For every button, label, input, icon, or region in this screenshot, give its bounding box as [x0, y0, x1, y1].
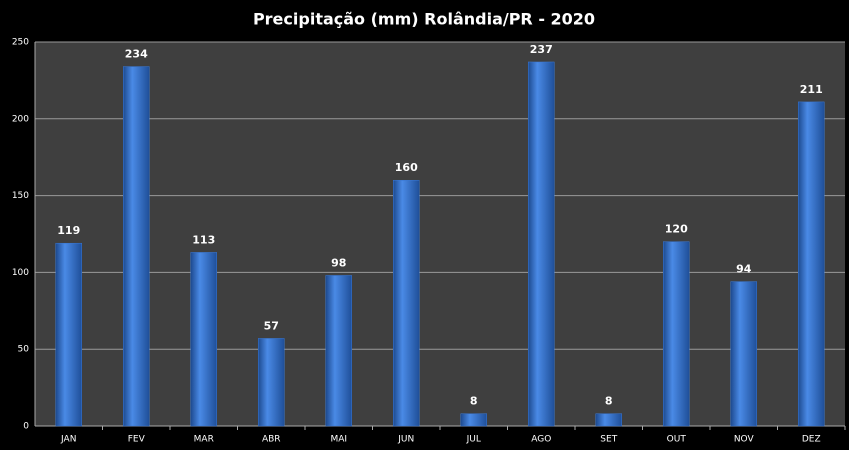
x-tick-label: SET [600, 435, 617, 445]
x-tick-label: NOV [734, 435, 755, 445]
bar [55, 242, 82, 427]
value-label: 119 [57, 224, 80, 237]
y-tick-label: 100 [12, 268, 29, 278]
bar [595, 413, 622, 427]
x-tick-label: ABR [262, 435, 281, 445]
x-tick-label: MAI [330, 435, 347, 445]
value-label: 8 [605, 395, 613, 408]
y-tick-label: 250 [12, 38, 29, 48]
value-label: 237 [530, 43, 553, 56]
x-tick-label: DEZ [802, 435, 821, 445]
bar [528, 61, 555, 427]
bar [798, 101, 825, 427]
bar [123, 66, 150, 427]
x-tick-label: FEV [128, 435, 146, 445]
x-tick-label: JUL [466, 435, 481, 445]
plot-area [35, 42, 845, 426]
y-tick-label: 200 [12, 114, 29, 124]
bar [325, 275, 352, 427]
chart-title: Precipitação (mm) Rolândia/PR - 2020 [253, 10, 595, 29]
bar [393, 179, 420, 427]
value-label: 211 [800, 83, 823, 96]
x-tick-label: JAN [60, 435, 76, 445]
bar [190, 252, 217, 427]
value-label: 160 [395, 161, 418, 174]
value-label: 57 [264, 319, 279, 332]
x-tick-label: JUN [397, 435, 414, 445]
value-label: 120 [665, 223, 688, 236]
x-tick-label: MAR [194, 435, 214, 445]
value-label: 94 [736, 263, 752, 276]
value-label: 113 [192, 233, 215, 246]
bar [663, 241, 690, 427]
x-tick-label: AGO [531, 435, 551, 445]
value-label: 98 [331, 256, 346, 269]
bar [730, 281, 757, 427]
x-tick-label: OUT [667, 435, 687, 445]
value-label: 8 [470, 395, 478, 408]
y-tick-label: 0 [23, 422, 29, 432]
y-tick-label: 150 [12, 191, 29, 201]
bar [460, 413, 487, 427]
y-tick-label: 50 [18, 345, 30, 355]
value-label: 234 [125, 48, 148, 61]
bar [258, 338, 285, 427]
